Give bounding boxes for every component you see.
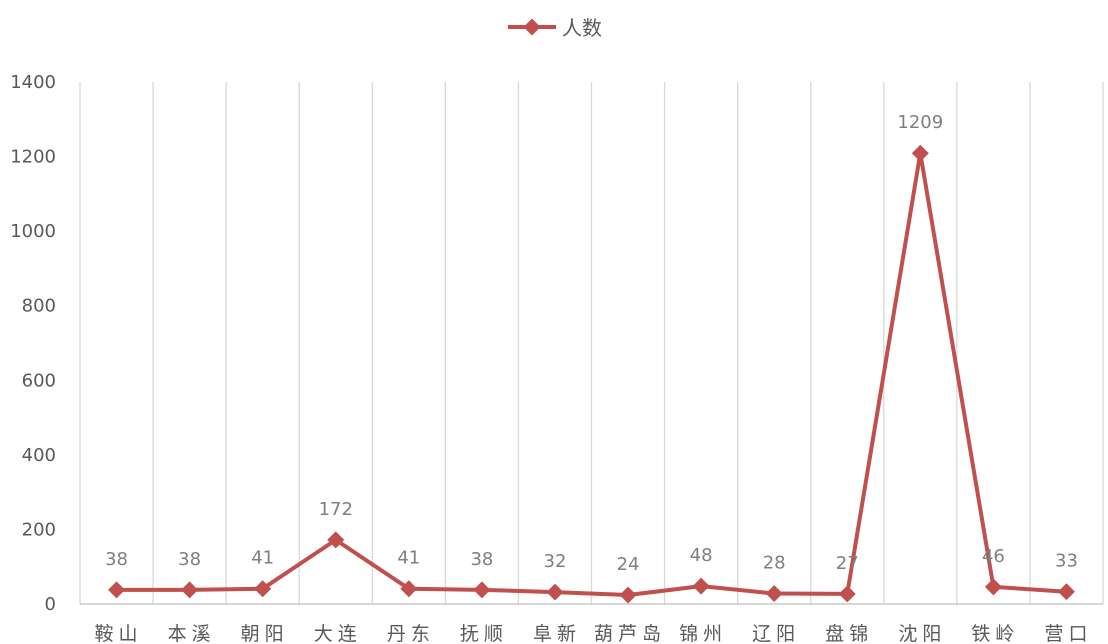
x-category-label: 本溪 [168,623,216,644]
data-label: 48 [690,545,713,566]
data-label: 41 [251,548,274,569]
data-point-marker [1057,583,1075,601]
legend: 人数 [0,12,1108,41]
y-tick-label: 1000 [10,221,56,242]
data-point-marker [765,585,783,603]
y-tick-label: 1200 [10,147,56,168]
y-tick-label: 200 [22,519,56,540]
x-category-label: 辽阳 [752,623,800,644]
x-category-label: 阜新 [533,623,581,644]
data-point-marker [108,581,126,599]
data-point-marker [327,531,345,549]
x-category-label: 锦州 [679,623,727,644]
y-tick-label: 400 [22,445,56,466]
x-category-label: 大连 [314,623,362,644]
data-label: 46 [982,546,1005,567]
data-point-marker [619,586,637,604]
x-category-label: 盘锦 [825,623,873,644]
y-tick-label: 1400 [10,72,56,93]
data-point-marker [911,144,929,162]
data-point-marker [692,577,710,595]
data-label: 32 [544,551,567,572]
legend-series-label: 人数 [562,16,602,40]
data-label: 38 [178,549,201,570]
x-category-label: 营口 [1044,623,1092,644]
y-tick-label: 0 [45,594,56,615]
data-label: 1209 [897,112,943,133]
y-tick-label: 600 [22,370,56,391]
x-category-label: 葫芦岛 [594,623,666,644]
data-point-marker [984,578,1002,596]
data-point-marker [254,580,272,598]
data-label: 172 [319,499,353,520]
y-tick-label: 800 [22,296,56,317]
data-label: 33 [1055,551,1078,572]
data-label: 28 [763,553,786,574]
x-category-label: 鞍山 [95,623,143,644]
x-category-label: 丹东 [387,623,435,644]
data-label: 27 [836,553,859,574]
data-point-marker [400,580,418,598]
data-label: 41 [397,548,420,569]
x-category-label: 朝阳 [241,623,289,644]
data-label: 38 [470,549,493,570]
x-category-label: 铁岭 [971,623,1019,644]
x-category-label: 抚顺 [460,623,508,644]
data-point-marker [838,585,856,603]
data-label: 24 [617,554,640,575]
data-point-marker [181,581,199,599]
data-point-marker [546,583,564,601]
x-category-label: 沈阳 [898,623,946,644]
data-label: 38 [105,549,128,570]
data-point-marker [473,581,491,599]
series-line [116,151,1067,598]
legend-series-marker [508,18,556,35]
